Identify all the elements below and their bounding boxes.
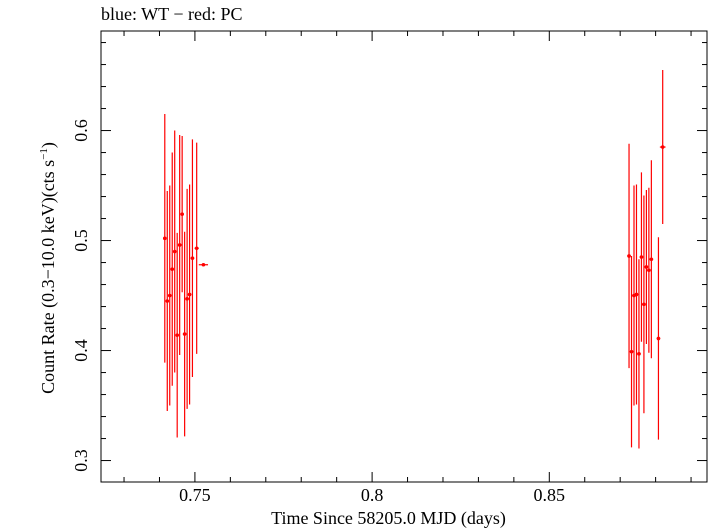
data-point — [634, 184, 639, 405]
point-marker — [642, 302, 646, 307]
point-marker — [167, 293, 172, 298]
point-marker — [165, 299, 170, 303]
data-point — [198, 262, 209, 267]
y-tick-label: 0.4 — [71, 339, 91, 362]
data-point — [190, 139, 195, 377]
data-point — [627, 143, 631, 369]
point-marker — [187, 292, 192, 297]
x-tick-label: 0.75 — [179, 485, 211, 505]
data-point — [194, 142, 199, 354]
point-marker — [644, 265, 649, 269]
data-point — [172, 130, 177, 373]
data-point — [175, 232, 179, 438]
data-point — [185, 188, 189, 409]
y-tick-label-group: 0.3 — [71, 449, 91, 472]
y-axis-label-main: Count Rate (0.3−10.0 keV)(cts s — [38, 159, 58, 394]
y-tick-label: 0.6 — [71, 119, 91, 142]
data-point — [165, 191, 170, 412]
point-marker — [162, 236, 167, 241]
y-axis-label-end: ) — [38, 142, 58, 149]
data-point — [639, 172, 644, 342]
data-point — [170, 152, 175, 386]
y-tick-label-group: 0.6 — [71, 119, 91, 142]
y-tick-label: 0.5 — [71, 229, 91, 252]
data-point — [182, 231, 187, 437]
point-marker — [172, 249, 177, 254]
point-marker — [182, 332, 187, 336]
point-marker — [629, 349, 634, 354]
point-marker — [201, 262, 206, 267]
point-marker — [627, 254, 631, 258]
point-marker — [177, 243, 182, 247]
data-point — [642, 195, 646, 414]
x-tick-label: 0.85 — [534, 485, 566, 505]
data-point — [177, 134, 182, 355]
point-marker — [185, 297, 189, 301]
y-tick-label-group: 0.5 — [71, 229, 91, 252]
data-point — [649, 160, 654, 359]
data-point — [187, 184, 192, 405]
point-marker — [634, 292, 639, 297]
point-marker — [660, 145, 665, 149]
point-marker — [637, 352, 641, 356]
point-marker — [175, 333, 179, 337]
point-marker — [194, 246, 199, 251]
data-point — [656, 237, 661, 440]
point-marker — [190, 256, 195, 260]
data-point — [162, 114, 167, 363]
y-axis-label-superscript: −1 — [38, 148, 50, 160]
point-marker — [639, 255, 644, 259]
plot-frame — [100, 30, 708, 483]
data-point — [167, 185, 172, 406]
y-tick-label: 0.3 — [71, 449, 91, 472]
point-marker — [647, 268, 651, 273]
point-marker — [649, 257, 654, 262]
chart-title: blue: WT − red: PC — [101, 4, 243, 24]
point-marker — [180, 212, 184, 216]
data-point — [647, 187, 651, 353]
data-point — [637, 259, 641, 449]
y-tick-label-group: 0.4 — [71, 339, 91, 362]
data-point — [644, 189, 649, 344]
point-marker — [170, 267, 175, 271]
data-point — [629, 255, 634, 448]
x-tick-label: 0.8 — [361, 485, 384, 505]
y-axis-label: Count Rate (0.3−10.0 keV)(cts s−1) — [38, 142, 59, 394]
point-marker — [656, 336, 661, 341]
x-axis-label: Time Since 58205.0 MJD (days) — [271, 508, 506, 528]
data-point — [180, 136, 184, 293]
data-point — [659, 70, 666, 225]
